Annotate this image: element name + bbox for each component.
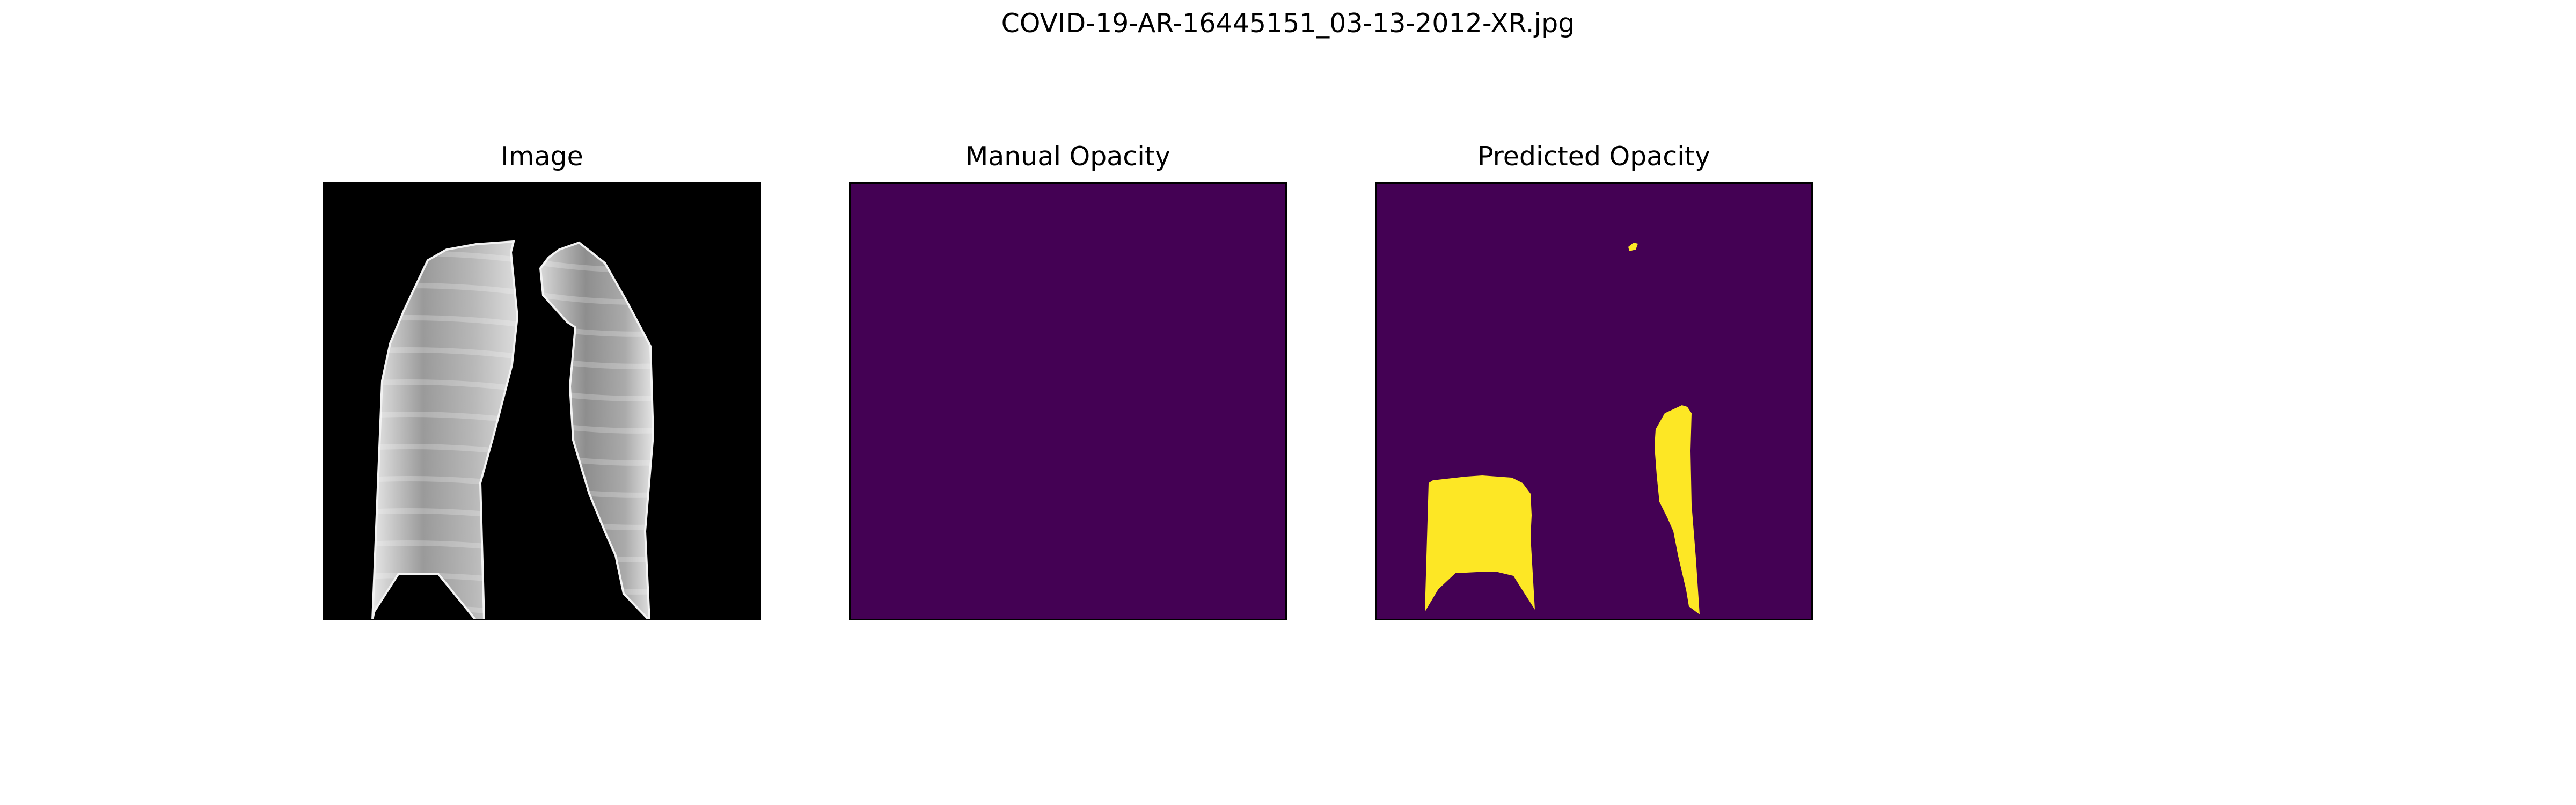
left-lung (371, 240, 519, 620)
predicted-region-right (1655, 405, 1700, 614)
manual-opacity-panel (849, 182, 1287, 620)
panel-title-predicted-opacity: Predicted Opacity (1477, 141, 1711, 172)
manual-opacity-mask (849, 182, 1287, 620)
panel-title-manual-opacity: Manual Opacity (965, 141, 1171, 172)
xray-image-panel (323, 182, 761, 620)
predicted-opacity-panel (1375, 182, 1813, 620)
predicted-region-small (1628, 243, 1638, 251)
xray-image (323, 182, 761, 620)
right-lung (539, 241, 655, 620)
figure-title: COVID-19-AR-16445151_03-13-2012-XR.jpg (1001, 8, 1575, 39)
panel-title-image: Image (501, 141, 583, 172)
predicted-region-left (1425, 475, 1535, 612)
predicted-opacity-mask (1375, 182, 1813, 620)
